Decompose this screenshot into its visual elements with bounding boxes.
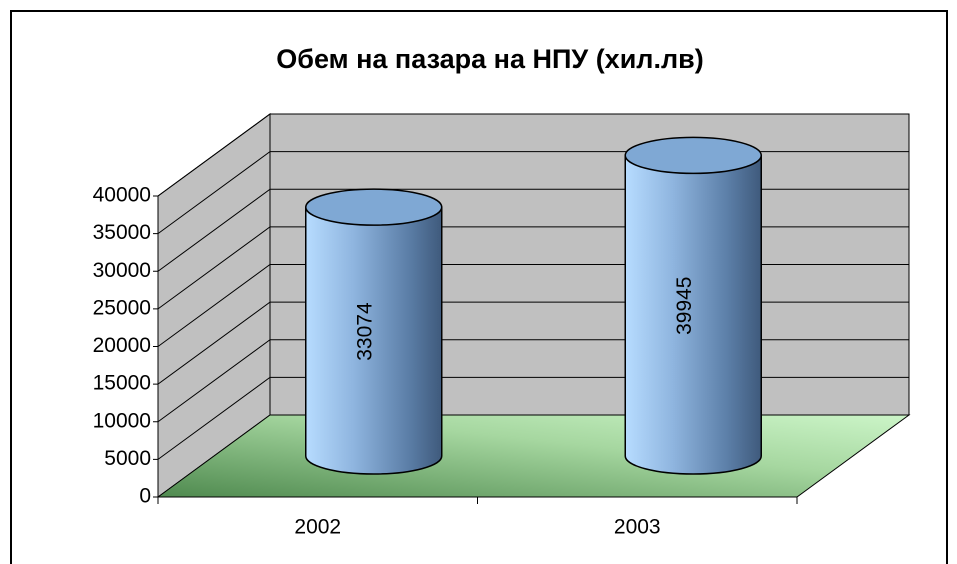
chart-frame: [10, 10, 948, 564]
y-tick-label: 15000: [93, 372, 151, 395]
y-tick-label: 35000: [93, 221, 151, 244]
data-label: 33074: [353, 302, 376, 361]
y-tick-label: 40000: [93, 184, 151, 207]
chart-title: Обем на пазара на НПУ (хил.лв): [276, 44, 703, 74]
y-tick-label: 5000: [104, 447, 151, 470]
cylinder-top: [305, 188, 443, 226]
cylinder: [305, 206, 443, 475]
y-tick-label: 10000: [93, 409, 151, 432]
y-tick-label: 20000: [93, 334, 151, 357]
data-label: 39945: [673, 277, 696, 335]
floor: [156, 414, 911, 498]
y-tick-label: 0: [139, 485, 151, 508]
cylinder-top: [624, 136, 762, 175]
x-tick-label: 2003: [614, 516, 661, 539]
grid-line: [157, 113, 909, 197]
x-tick-label: 2002: [294, 516, 341, 539]
cylinder: [624, 154, 762, 475]
y-tick-label: 25000: [93, 296, 151, 319]
y-tick-label: 30000: [93, 259, 151, 282]
